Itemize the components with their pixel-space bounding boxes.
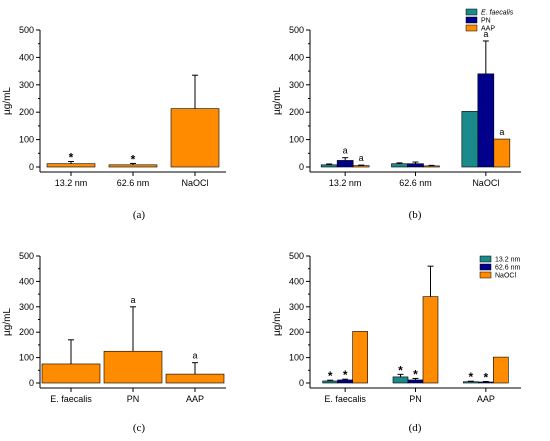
x-tick-label: PN xyxy=(409,394,422,404)
bar xyxy=(422,296,439,384)
y-tick-label: 100 xyxy=(19,353,34,363)
bar xyxy=(352,331,368,384)
y-axis-label: µg/mL xyxy=(2,87,13,115)
legend-label: E. faecalis xyxy=(481,10,514,17)
panel-label: (c) xyxy=(133,422,146,434)
legend-label: 13.2 nm xyxy=(495,257,520,264)
bar xyxy=(493,138,511,168)
legend-swatch xyxy=(479,255,492,263)
y-tick-label: 200 xyxy=(19,107,34,117)
chart-panel-c: 0 100 200 300 400 500 E. faecalis PN AAP a a µg/mL (… xyxy=(2,251,226,434)
significance-mark: a xyxy=(192,351,197,361)
significance-mark: a xyxy=(343,146,348,156)
y-tick-label: 0 xyxy=(299,378,304,388)
significance-mark: a xyxy=(130,295,135,305)
y-tick-label: 200 xyxy=(289,327,304,337)
bar xyxy=(352,165,370,168)
legend-label: PN xyxy=(481,18,491,25)
significance-mark: a xyxy=(359,153,364,163)
bar xyxy=(165,373,225,384)
bar xyxy=(103,350,163,384)
y-tick-label: 300 xyxy=(289,302,304,312)
legend-label: NaOCl xyxy=(495,273,516,280)
significance-mark: * xyxy=(343,368,348,382)
chart-panel-a: 0 100 200 300 400 500 13.2 nm 62.6 nm NaOCl * * µg/… xyxy=(2,25,226,221)
y-axis-label: µg/mL xyxy=(2,308,13,336)
significance-mark: a xyxy=(483,29,488,39)
x-tick-label: NaOCl xyxy=(472,178,499,188)
y-tick-label: 100 xyxy=(289,353,304,363)
x-tick-label: NaOCl xyxy=(181,178,208,188)
bar xyxy=(41,363,101,384)
y-tick-label: 400 xyxy=(19,276,34,286)
bar xyxy=(477,73,495,168)
y-tick-label: 400 xyxy=(19,52,34,62)
significance-mark: * xyxy=(69,151,74,165)
significance-mark: * xyxy=(131,152,136,166)
y-tick-label: 200 xyxy=(19,327,34,337)
y-tick-label: 500 xyxy=(19,25,34,35)
significance-mark: * xyxy=(328,369,333,383)
y-tick-label: 0 xyxy=(29,378,34,388)
y-tick-label: 300 xyxy=(289,80,304,90)
bar xyxy=(423,165,440,168)
y-tick-label: 0 xyxy=(299,162,304,172)
bar xyxy=(391,163,408,168)
chart-panel-b: 0 100 200 300 400 500 13.2 nm 62.6 nm NaOCl a a a a µ… xyxy=(272,8,521,221)
y-tick-label: 200 xyxy=(289,107,304,117)
legend-swatch xyxy=(479,271,492,279)
y-tick-label: 300 xyxy=(19,80,34,90)
significance-mark: * xyxy=(413,367,418,381)
y-tick-label: 300 xyxy=(19,302,34,312)
legend-swatch xyxy=(479,263,492,271)
legend-label: 62.6 nm xyxy=(495,265,520,272)
y-tick-label: 500 xyxy=(19,251,34,261)
x-tick-label: E. faecalis xyxy=(324,394,366,404)
x-tick-label: 62.6 nm xyxy=(399,178,432,188)
y-tick-label: 500 xyxy=(289,25,304,35)
bar xyxy=(392,376,409,384)
bar xyxy=(320,164,338,168)
legend-label: AAP xyxy=(481,26,495,33)
bar xyxy=(170,108,220,168)
x-tick-label: 13.2 nm xyxy=(55,178,88,188)
legend-swatch xyxy=(465,16,478,24)
significance-mark: * xyxy=(398,363,403,377)
x-tick-label: 13.2 nm xyxy=(329,178,362,188)
bar xyxy=(407,163,424,168)
legend-swatch xyxy=(465,8,478,16)
significance-mark: * xyxy=(483,370,488,384)
significance-mark: a xyxy=(499,127,504,137)
chart-panel-d: 0 100 200 300 400 500 E. faecalis PN AAP * * * * * * µg… xyxy=(272,251,521,434)
y-axis-label: µg/mL xyxy=(272,308,283,336)
panel-label: (d) xyxy=(409,422,422,434)
y-tick-label: 100 xyxy=(289,135,304,145)
bar xyxy=(493,356,509,384)
bar xyxy=(336,160,354,168)
y-tick-label: 500 xyxy=(289,251,304,261)
x-tick-label: PN xyxy=(127,394,140,404)
x-tick-label: AAP xyxy=(477,394,495,404)
significance-mark: * xyxy=(468,370,473,384)
bar xyxy=(461,111,479,168)
y-tick-label: 400 xyxy=(289,276,304,286)
panel-label: (b) xyxy=(409,209,422,221)
x-tick-label: AAP xyxy=(186,394,204,404)
panel-label: (a) xyxy=(133,209,146,221)
y-tick-label: 0 xyxy=(29,162,34,172)
y-tick-label: 400 xyxy=(289,52,304,62)
y-tick-label: 100 xyxy=(19,135,34,145)
x-tick-label: 62.6 nm xyxy=(117,178,150,188)
legend-swatch xyxy=(465,24,478,32)
x-tick-label: E. faecalis xyxy=(50,394,92,404)
y-axis-label: µg/mL xyxy=(272,87,283,115)
